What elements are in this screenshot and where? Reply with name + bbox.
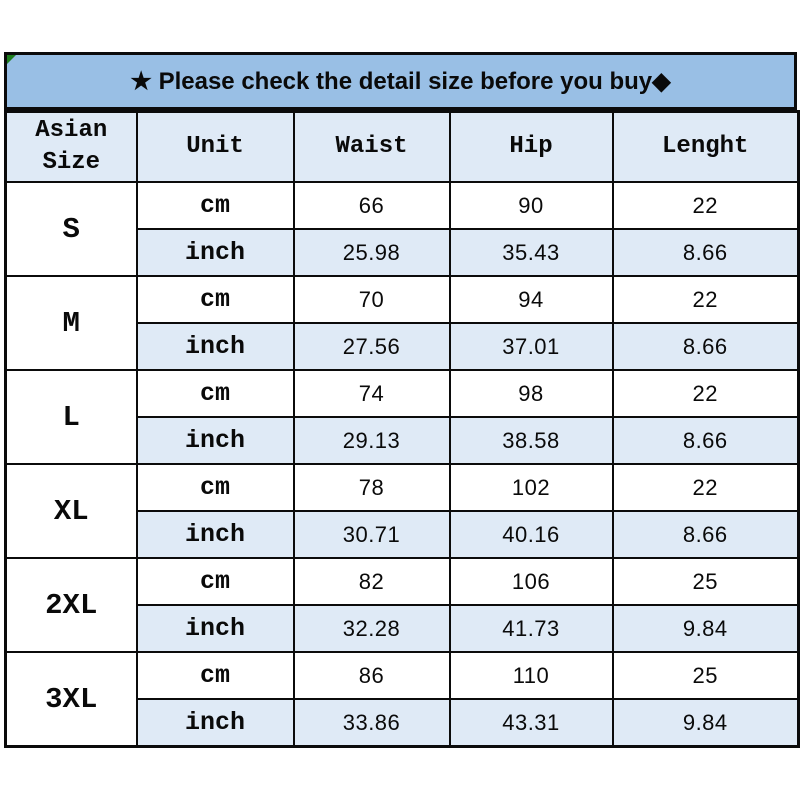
unit-label: cm — [135, 651, 295, 700]
length-value-cell: 22 — [611, 369, 800, 418]
waist-value-cell: 86 — [292, 651, 451, 700]
unit-label: cm — [135, 369, 295, 418]
column-header-length: Lenght — [611, 110, 800, 183]
table-row-l-cm: L cm 74 98 22 — [4, 369, 800, 465]
column-header-asian-size: Asian Size — [4, 110, 138, 183]
table-row-2xl-inch: inch 32.28 41.73 9.84 — [6, 604, 800, 653]
table-row-s-inch: inch 25.98 35.43 8.66 — [6, 228, 800, 277]
size-label: L — [4, 369, 138, 465]
table-row-l-inch: inch 29.13 38.58 8.66 — [6, 416, 800, 465]
waist-value-cell: 82 — [292, 557, 451, 606]
table-header-row: Asian Size Unit Waist Hip Lenght — [4, 110, 800, 183]
notice-banner: ★ Please check the detail size before yo… — [4, 52, 797, 110]
hip-value-cell: 38.58 — [448, 416, 614, 465]
waist-value-cell: 74 — [292, 369, 451, 418]
table-row-xl-cm: XL cm 78 102 22 — [4, 463, 800, 559]
unit-label: cm — [135, 557, 295, 606]
size-label: S — [4, 181, 138, 277]
table-row-m-cm: M cm 70 94 22 — [4, 275, 800, 371]
length-value-cell: 8.66 — [611, 322, 800, 371]
unit-label: inch — [135, 416, 295, 465]
waist-value-cell: 78 — [292, 463, 451, 512]
unit-label: cm — [135, 463, 295, 512]
waist-value-cell: 66 — [292, 181, 451, 230]
unit-label: cm — [135, 275, 295, 324]
table-row-2xl-cm: 2XL cm 82 106 25 — [4, 557, 800, 653]
hip-value-cell: 40.16 — [448, 510, 614, 559]
unit-label: inch — [135, 228, 295, 277]
unit-label: inch — [135, 510, 295, 559]
table-row-3xl-cm: 3XL cm 86 110 25 — [4, 651, 800, 748]
green-corner-marker — [7, 55, 16, 64]
size-table-body: S cm 66 90 22 inch 25.98 35.43 8.66 M cm… — [4, 181, 800, 748]
waist-value-cell: 32.28 — [292, 604, 451, 653]
waist-value-cell: 30.71 — [292, 510, 451, 559]
hip-value-cell: 43.31 — [448, 698, 614, 748]
waist-value-cell: 27.56 — [292, 322, 451, 371]
waist-value-cell: 29.13 — [292, 416, 451, 465]
notice-text: ★ Please check the detail size before yo… — [130, 67, 671, 95]
size-table: Asian Size Unit Waist Hip Lenght S cm 66… — [4, 110, 800, 748]
hip-value-cell: 35.43 — [448, 228, 614, 277]
waist-value-cell: 25.98 — [292, 228, 451, 277]
column-header-unit: Unit — [135, 110, 295, 183]
length-value-cell: 8.66 — [611, 228, 800, 277]
length-value-cell: 9.84 — [611, 698, 800, 748]
size-label: 2XL — [4, 557, 138, 653]
hip-value-cell: 106 — [448, 557, 614, 606]
length-value-cell: 25 — [611, 557, 800, 606]
size-label: 3XL — [4, 651, 138, 748]
table-row-xl-inch: inch 30.71 40.16 8.66 — [6, 510, 800, 559]
hip-value-cell: 94 — [448, 275, 614, 324]
waist-value-cell: 70 — [292, 275, 451, 324]
length-value-cell: 9.84 — [611, 604, 800, 653]
length-value-cell: 8.66 — [611, 416, 800, 465]
unit-label: inch — [135, 604, 295, 653]
hip-value-cell: 102 — [448, 463, 614, 512]
size-label: XL — [4, 463, 138, 559]
hip-value-cell: 98 — [448, 369, 614, 418]
hip-value-cell: 41.73 — [448, 604, 614, 653]
waist-value-cell: 33.86 — [292, 698, 451, 748]
hip-value-cell: 90 — [448, 181, 614, 230]
length-value-cell: 8.66 — [611, 510, 800, 559]
length-value-cell: 22 — [611, 463, 800, 512]
hip-value-cell: 37.01 — [448, 322, 614, 371]
unit-label: inch — [135, 698, 295, 748]
column-header-hip: Hip — [448, 110, 614, 183]
table-row-3xl-inch: inch 33.86 43.31 9.84 — [6, 698, 800, 748]
size-label: M — [4, 275, 138, 371]
length-value-cell: 25 — [611, 651, 800, 700]
column-header-waist: Waist — [292, 110, 451, 183]
length-value-cell: 22 — [611, 181, 800, 230]
unit-label: inch — [135, 322, 295, 371]
length-value-cell: 22 — [611, 275, 800, 324]
hip-value-cell: 110 — [448, 651, 614, 700]
table-row-s-cm: S cm 66 90 22 — [4, 181, 800, 277]
unit-label: cm — [135, 181, 295, 230]
table-row-m-inch: inch 27.56 37.01 8.66 — [6, 322, 800, 371]
